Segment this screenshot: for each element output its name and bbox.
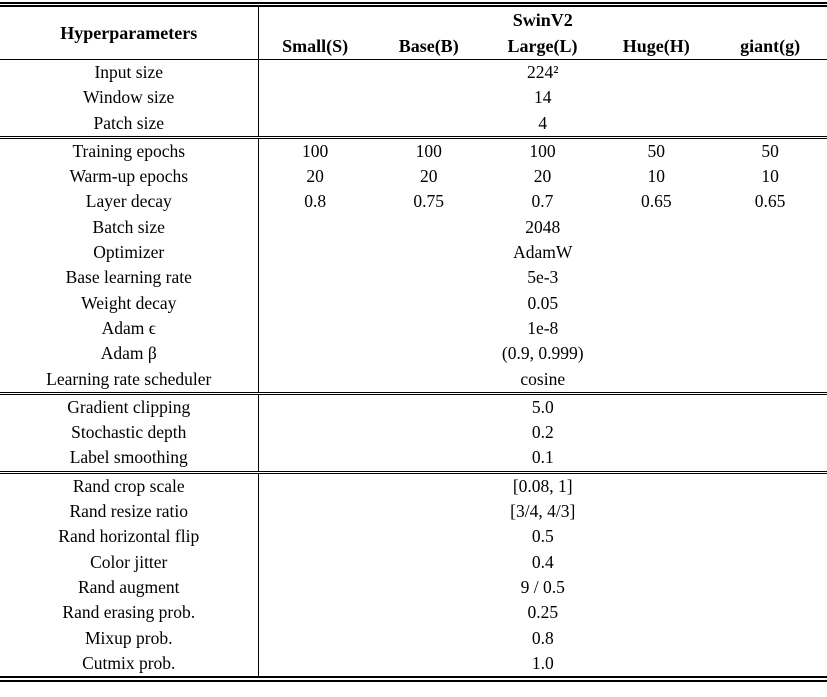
param-label: Gradient clipping xyxy=(0,391,259,421)
model-columns-row: Small(S) Base(B) Large(L) Huge(H) giant(g) xyxy=(0,33,827,60)
table-row: Stochastic depth 0.2 xyxy=(0,420,827,446)
table-row: Input size 224² xyxy=(0,59,827,86)
param-value: 0.8 xyxy=(304,191,327,212)
param-value-shared: 0.5 xyxy=(531,526,554,547)
param-value-shared: 0.4 xyxy=(531,551,554,572)
param-value: 0.65 xyxy=(640,191,672,212)
table-row: Layer decay 0.8 0.75 0.7 0.65 0.65 xyxy=(0,189,827,215)
param-value-shared: 5.0 xyxy=(258,391,827,421)
param-label: Rand horizontal flip xyxy=(0,524,259,550)
param-label: Learning rate scheduler xyxy=(0,366,259,394)
param-value: 20 xyxy=(533,166,552,187)
param-label: Label smoothing xyxy=(0,445,259,473)
param-label: Color jitter xyxy=(0,549,259,575)
param-value-shared: 14 xyxy=(534,87,552,108)
table-row: Adam ϵ 1e-8 xyxy=(0,315,827,342)
param-value: 100 xyxy=(485,135,600,165)
param-label: Mixup prob. xyxy=(0,625,259,651)
table-row: Rand augment 9 / 0.5 xyxy=(0,574,827,601)
param-value: 0.65 xyxy=(754,191,786,212)
column-header-huge-h: Huge(H) xyxy=(599,33,714,60)
param-label: Adam ϵ xyxy=(0,315,259,342)
param-label: Rand augment xyxy=(0,574,259,601)
table-row: Rand horizontal flip 0.5 xyxy=(0,524,827,550)
param-label: Rand resize ratio xyxy=(0,499,259,525)
table-body: Input size 224² Window size 14 Patch size 4 Tr… xyxy=(0,59,827,680)
param-value-shared: 1e-8 xyxy=(527,317,559,338)
table-row: Rand crop scale [0.08, 1] xyxy=(0,470,827,500)
param-value-shared: 0.2 xyxy=(531,422,554,443)
param-label: Stochastic depth xyxy=(0,420,259,446)
param-label: Warm-up epochs xyxy=(0,164,259,190)
table-row: Rand resize ratio [3/4, 4/3] xyxy=(0,499,827,525)
column-header-hyperparameters: Hyperparameters xyxy=(0,4,259,60)
param-value-shared: (0.9, 0.999) xyxy=(501,343,584,364)
table-row: Optimizer AdamW xyxy=(0,240,827,266)
table-row: Patch size 4 xyxy=(0,110,827,138)
table-row: Batch size 2048 xyxy=(0,214,827,241)
table-row: Learning rate scheduler cosine xyxy=(0,366,827,394)
table-row: Window size 14 xyxy=(0,85,827,111)
param-value-shared: 2048 xyxy=(525,216,561,237)
table-row: Rand erasing prob. 0.25 xyxy=(0,600,827,626)
param-value-shared: 0.05 xyxy=(527,292,559,313)
param-label: Patch size xyxy=(0,110,259,138)
group-header-row: Hyperparameters SwinV2 xyxy=(0,4,827,60)
param-value-shared: [0.08, 1] xyxy=(258,470,827,500)
param-value: 50 xyxy=(599,135,714,165)
table-row: Adam β (0.9, 0.999) xyxy=(0,341,827,367)
param-value-shared: 0.1 xyxy=(531,447,554,468)
table-row: Training epochs 100 100 100 50 50 xyxy=(0,135,827,165)
param-value: 20 xyxy=(419,166,438,187)
table-row: Label smoothing 0.1 xyxy=(0,445,827,473)
column-header-base-b: Base(B) xyxy=(371,33,486,60)
param-label: Adam β xyxy=(0,341,259,367)
param-value-shared: 9 / 0.5 xyxy=(520,576,565,597)
table-row: Base learning rate 5e-3 xyxy=(0,265,827,291)
param-label: Optimizer xyxy=(0,240,259,266)
param-value: 100 xyxy=(258,135,372,165)
table-row: Mixup prob. 0.8 xyxy=(0,625,827,651)
param-value-shared: 0.8 xyxy=(531,627,554,648)
param-value-shared: 1.0 xyxy=(531,652,554,673)
param-value: 20 xyxy=(306,166,324,187)
hyperparameters-table: Hyperparameters SwinV2 Small(S) Base(B) La… xyxy=(0,2,827,683)
param-label: Rand crop scale xyxy=(0,470,259,500)
param-value-shared: 5e-3 xyxy=(527,267,559,288)
param-value: 10 xyxy=(761,166,779,187)
param-value: 0.7 xyxy=(531,191,554,212)
column-header-large-l: Large(L) xyxy=(485,33,600,60)
table-row: Gradient clipping 5.0 xyxy=(0,391,827,421)
param-label: Cutmix prob. xyxy=(0,650,259,680)
table-row: Weight decay 0.05 xyxy=(0,290,827,316)
param-value: 0.75 xyxy=(413,191,444,212)
table-row: Color jitter 0.4 xyxy=(0,549,827,575)
table-header: Hyperparameters SwinV2 Small(S) Base(B) La… xyxy=(0,4,827,60)
param-value: 50 xyxy=(713,135,827,165)
param-value: 10 xyxy=(647,166,666,187)
param-label: Weight decay xyxy=(0,290,259,316)
group-header-swinv2: SwinV2 xyxy=(512,10,573,30)
param-label: Window size xyxy=(0,85,259,111)
param-value-shared: cosine xyxy=(520,368,566,389)
param-value-shared: 224² xyxy=(527,62,559,82)
param-value-shared: [3/4, 4/3] xyxy=(510,501,576,522)
table-row: Cutmix prob. 1.0 xyxy=(0,650,827,680)
table-row: Warm-up epochs 20 20 20 10 10 xyxy=(0,164,827,190)
param-value-shared: 0.25 xyxy=(527,602,559,623)
param-label: Input size xyxy=(0,59,259,86)
param-label: Layer decay xyxy=(0,189,259,215)
param-value: 100 xyxy=(371,135,486,165)
param-label: Training epochs xyxy=(0,135,259,165)
param-value-shared: AdamW xyxy=(513,242,573,263)
column-header-small-s: Small(S) xyxy=(258,33,372,60)
param-value-shared: 4 xyxy=(538,112,548,133)
param-label: Base learning rate xyxy=(0,265,259,291)
param-label: Batch size xyxy=(0,214,259,241)
param-label: Rand erasing prob. xyxy=(0,600,259,626)
column-header-giant-g: giant(g) xyxy=(713,33,827,60)
